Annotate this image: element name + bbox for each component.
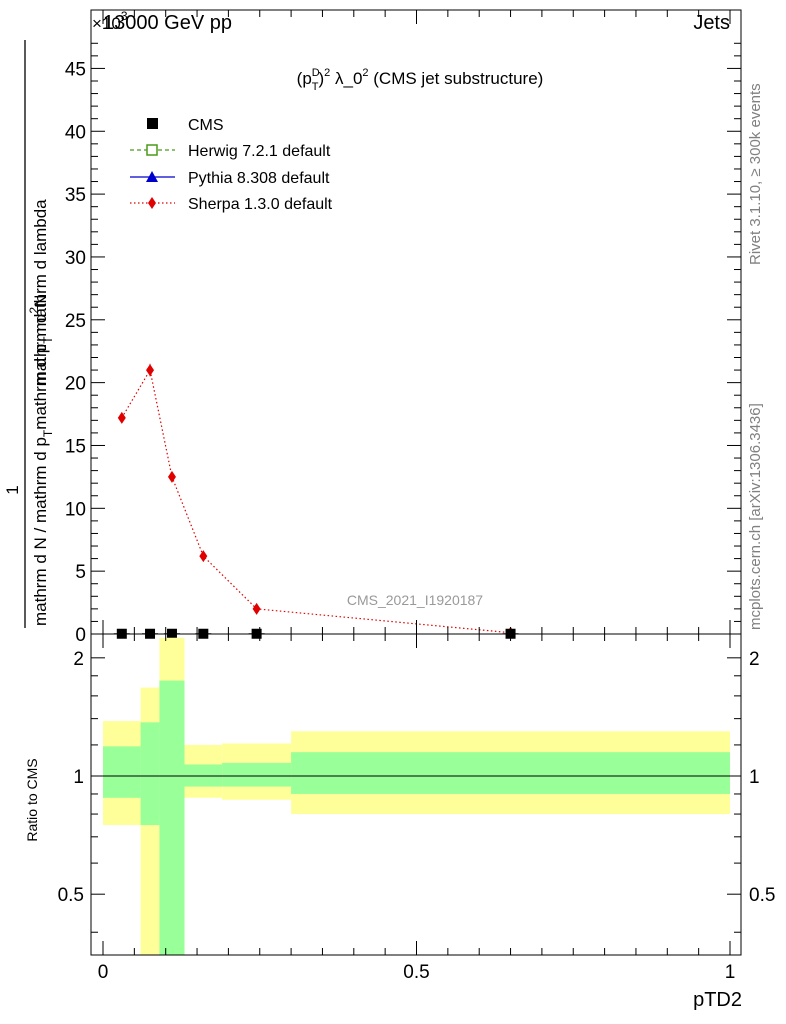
legend-marker-herwig xyxy=(146,144,158,156)
sherpa-point xyxy=(167,470,176,483)
ratio-bands xyxy=(103,637,730,955)
lower-y-tick-label: 1 xyxy=(73,767,84,788)
plot-title: (pD T)2 λ_02 (CMS jet substructure) xyxy=(297,67,544,93)
sherpa-point xyxy=(252,602,261,615)
legend-label-pythia: Pythia 8.308 default xyxy=(188,170,330,187)
legend-label-herwig: Herwig 7.2.1 default xyxy=(188,143,331,160)
lower-axes: 0.5 0.5 1 1 2 2 0 0.5 1 xyxy=(58,633,775,983)
ratio-y-label: Ratio to CMS xyxy=(24,758,40,841)
upper-y-tick-label: 5 xyxy=(75,562,86,583)
upper-y-tick-label: 20 xyxy=(65,374,86,395)
x-tick-label: 0.5 xyxy=(403,962,429,983)
ratio-inner-band xyxy=(291,752,730,794)
lower-y-tick-label-right: 0.5 xyxy=(749,885,775,906)
upper-y-tick-label: 0 xyxy=(75,625,86,646)
upper-y-tick-label: 30 xyxy=(65,248,86,269)
upper-y-tick-label: 35 xyxy=(65,185,86,206)
upper-y-tick-label: 25 xyxy=(65,311,86,332)
x-axis-label: pTD2 xyxy=(693,989,742,1011)
watermark-label: CMS_2021_I1920187 xyxy=(347,592,483,608)
ratio-inner-band xyxy=(103,746,141,798)
ratio-inner-band xyxy=(222,762,292,787)
upper-axes: 0 5 10 15 20 25 30 35 40 45 xyxy=(65,9,742,646)
rivet-label: Rivet 3.1.10, ≥ 300k events xyxy=(747,83,764,265)
ratio-inner-band xyxy=(159,680,185,955)
upper-y-tick-label: 15 xyxy=(65,436,86,457)
lower-y-tick-label-right: 2 xyxy=(749,649,760,670)
legend-marker-pythia xyxy=(146,171,158,182)
sherpa-point xyxy=(117,411,126,424)
header-right-label: Jets xyxy=(693,12,730,34)
y-label-numerator: 1 xyxy=(3,485,22,494)
legend-label-sherpa: Sherpa 1.3.0 default xyxy=(188,196,333,213)
x-tick-label: 0 xyxy=(98,962,109,983)
upper-y-tick-label: 10 xyxy=(65,499,86,520)
sherpa-point xyxy=(199,550,208,563)
sherpa-point xyxy=(146,364,155,377)
upper-y-axis-label: mathrm d2N 1 mathrm d N / mathrm d pTmat… xyxy=(3,40,55,628)
x-tick-label: 1 xyxy=(725,962,736,983)
ratio-inner-band xyxy=(140,722,160,826)
lower-y-tick-label-right: 1 xyxy=(749,767,760,788)
upper-y-tick-label: 45 xyxy=(65,59,86,80)
y-exponent-label: ×103 xyxy=(92,9,128,33)
legend: CMS Herwig 7.2.1 default Pythia 8.308 de… xyxy=(130,117,333,213)
lower-y-tick-label: 2 xyxy=(73,649,84,670)
legend-label-cms: CMS xyxy=(188,117,224,134)
lower-y-tick-label: 0.5 xyxy=(58,885,84,906)
upper-frame xyxy=(90,9,742,635)
legend-marker-cms xyxy=(147,118,158,129)
mcplots-label: mcplots.cern.ch [arXiv:1306.3436] xyxy=(747,403,764,630)
header-left-label: 13000 GeV pp xyxy=(103,12,232,34)
y-label-upper: mathrm d2N xyxy=(27,295,50,386)
y-label-denominator: mathrm d N / mathrm d pTmathrm d pT math… xyxy=(31,199,55,626)
legend-marker-sherpa xyxy=(148,197,156,209)
upper-y-tick-label: 40 xyxy=(65,122,86,143)
